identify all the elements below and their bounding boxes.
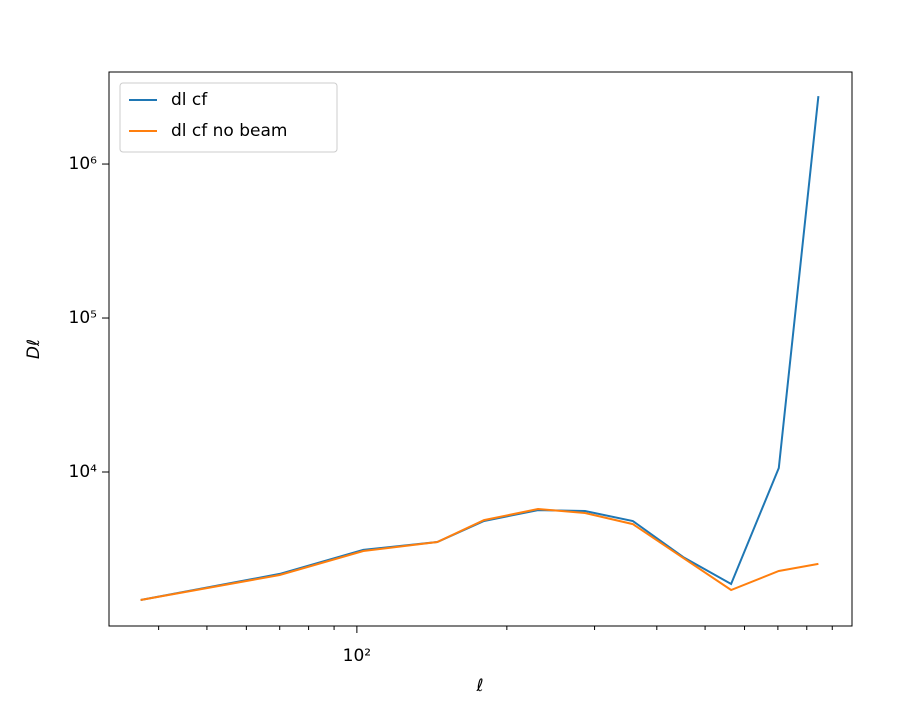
series-line xyxy=(140,507,819,601)
legend-label: dl cf no beam xyxy=(171,121,287,141)
plot-frame xyxy=(108,71,853,627)
y-tick-label: 10⁴ xyxy=(69,462,98,482)
legend-box xyxy=(119,82,338,153)
y-tick-label: 10⁶ xyxy=(69,154,98,174)
y-axis-label: Dℓ xyxy=(24,339,44,359)
x-axis-label: ℓ xyxy=(475,676,483,696)
y-tick-label: 10⁵ xyxy=(69,308,97,328)
x-tick-label: 10² xyxy=(343,646,371,666)
legend-label: dl cf xyxy=(171,90,208,110)
series-line xyxy=(140,95,820,601)
